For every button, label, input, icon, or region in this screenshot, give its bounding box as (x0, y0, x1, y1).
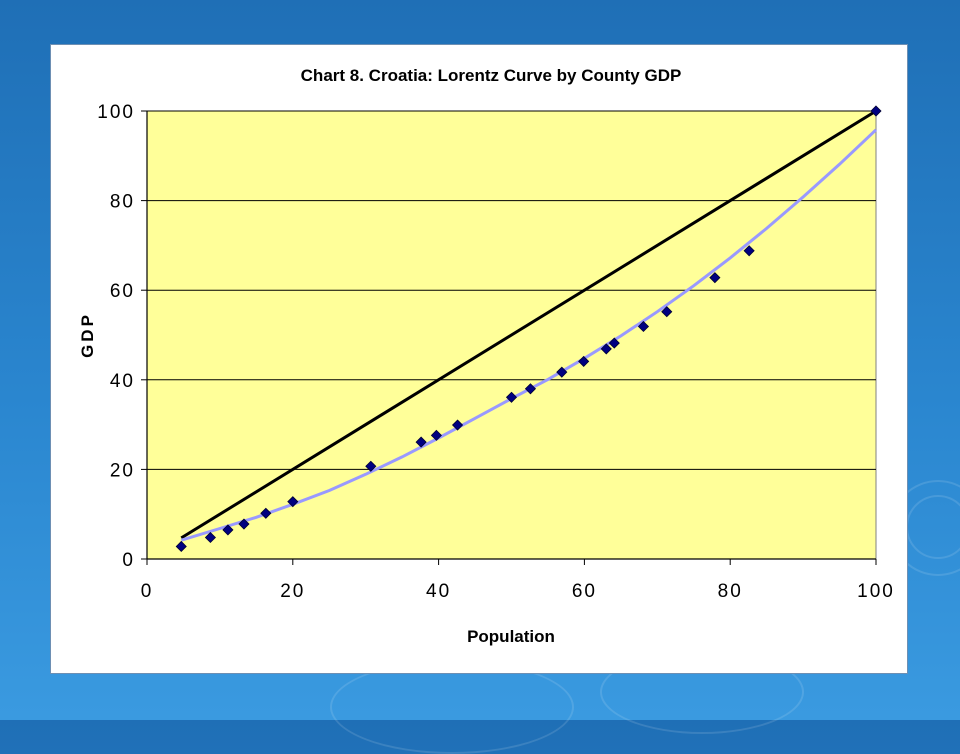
chart-card: Chart 8. Croatia: Lorentz Curve by Count… (50, 44, 908, 674)
equality-line (180, 109, 877, 540)
data-point (600, 343, 612, 355)
y-tick-label: 100 (97, 102, 135, 123)
x-tick-label: 100 (857, 581, 895, 602)
x-axis-title: Population (467, 627, 555, 646)
data-point (524, 383, 537, 395)
y-tick-label: 60 (110, 281, 135, 302)
data-point (578, 355, 590, 367)
data-point (608, 337, 620, 349)
data-points (175, 105, 882, 553)
x-tick-label: 80 (718, 581, 743, 602)
y-tick-label: 20 (110, 460, 135, 481)
x-tick-label: 60 (572, 581, 597, 602)
gridlines (147, 110, 876, 470)
data-point (175, 540, 187, 553)
data-point (451, 419, 464, 431)
y-tick-label: 80 (110, 192, 135, 213)
data-point (260, 507, 272, 519)
data-point (222, 524, 234, 536)
data-point (430, 429, 442, 441)
x-tick-label: 40 (426, 581, 451, 602)
x-tick-label: 0 (141, 581, 154, 602)
data-point (661, 306, 673, 318)
data-point (287, 496, 299, 508)
x-tick-label: 20 (280, 581, 305, 602)
data-point (238, 518, 250, 530)
chart-title: Chart 8. Croatia: Lorentz Curve by Count… (301, 66, 682, 85)
data-point (743, 245, 755, 257)
data-point (870, 105, 882, 117)
data-point (556, 366, 568, 378)
data-point (365, 460, 377, 472)
y-tick-label: 40 (110, 371, 135, 392)
lorentz-chart: Chart 8. Croatia: Lorentz Curve by Count… (78, 66, 895, 646)
data-point (505, 391, 518, 403)
y-axis-title: GDP (78, 312, 97, 358)
data-point (204, 531, 216, 544)
data-point (637, 320, 650, 333)
data-point (709, 272, 721, 284)
y-tick-label: 0 (122, 550, 135, 571)
axis-ticks: 0 20 40 60 80 100 0 20 40 60 80 100 (97, 102, 895, 602)
data-point (415, 436, 427, 448)
